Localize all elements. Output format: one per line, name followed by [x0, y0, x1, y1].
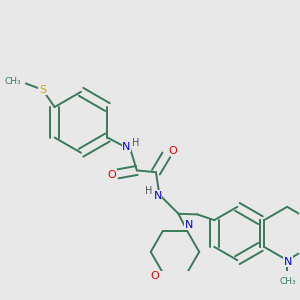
- Text: N: N: [284, 257, 292, 267]
- Text: S: S: [39, 85, 46, 95]
- Text: N: N: [122, 142, 131, 152]
- Text: H: H: [133, 138, 140, 148]
- Text: O: O: [107, 169, 116, 180]
- Text: H: H: [145, 185, 152, 196]
- Text: O: O: [151, 271, 160, 281]
- Text: CH₃: CH₃: [280, 277, 296, 286]
- Text: CH₃: CH₃: [4, 77, 21, 86]
- Text: N: N: [154, 191, 162, 201]
- Text: O: O: [168, 146, 177, 156]
- Text: N: N: [185, 220, 193, 230]
